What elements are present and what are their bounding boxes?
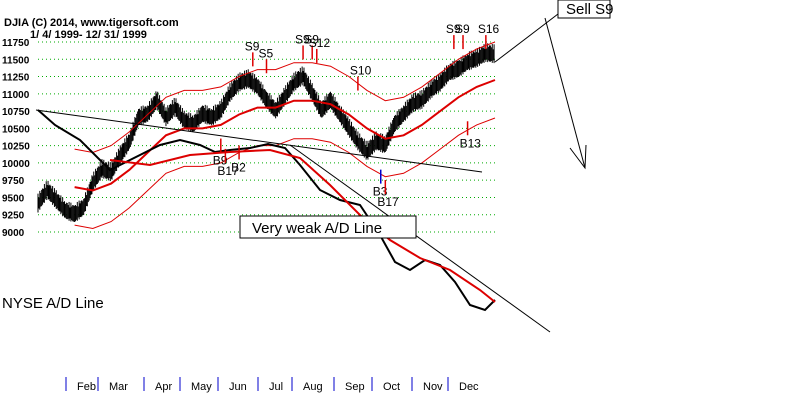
- sell-arrow-line: [544, 17, 586, 169]
- trendline-1: [35, 109, 483, 173]
- month-label: Oct: [383, 381, 400, 393]
- y-tick-label: 10750: [2, 107, 30, 118]
- month-label: Apr: [155, 381, 172, 393]
- y-tick-label: 11750: [2, 38, 30, 49]
- signal-label: B17: [377, 195, 399, 209]
- chart-header-line1: DJIA (C) 2014, www.tigersoft.com: [4, 17, 179, 29]
- y-tick-label: 11500: [2, 55, 30, 66]
- signal-label: S12: [309, 36, 331, 50]
- month-label: Sep: [345, 381, 365, 393]
- moving-average-line: [74, 41, 496, 230]
- trendline-2: [289, 144, 551, 333]
- ad-moving-average: [109, 148, 496, 303]
- y-tick-label: 10500: [2, 124, 30, 135]
- month-label: Jul: [269, 381, 283, 393]
- month-label: Nov: [423, 381, 443, 393]
- signal-label: B3: [373, 185, 388, 199]
- ad-line-path: [37, 109, 496, 312]
- month-axis: Feb Mar Apr May Jun Jul Aug Sep Oct Nov Dec: [65, 377, 479, 393]
- signal-label: S9: [245, 39, 260, 53]
- signal-label: S16: [478, 22, 500, 36]
- signal-label: S9: [304, 32, 319, 46]
- month-label: Aug: [303, 381, 323, 393]
- y-tick-label: 9500: [2, 193, 25, 204]
- month-label: Mar: [109, 381, 128, 393]
- ad-note-label: Very weak A/D Line: [252, 220, 382, 237]
- sell-s9-label: Sell S9: [566, 1, 614, 18]
- upper-band: [74, 41, 496, 154]
- y-tick-label: 11000: [2, 90, 30, 101]
- y-tick-label: 10250: [2, 142, 30, 153]
- y-tick-label: 9250: [2, 211, 25, 222]
- signal-label: B2: [231, 160, 246, 174]
- lower-band: [74, 117, 496, 230]
- signal-label: S5: [259, 46, 274, 60]
- sell-s9-box: [557, 0, 611, 19]
- signal-label: B9: [213, 154, 228, 168]
- month-label: Dec: [459, 381, 479, 393]
- trendline-sell: [494, 13, 559, 63]
- ad-ma-path: [109, 148, 496, 303]
- y-tick-label: 10000: [2, 159, 30, 170]
- month-label: Jun: [229, 381, 247, 393]
- signal-label: S9: [295, 32, 310, 46]
- y-tick-label: 9000: [2, 228, 25, 239]
- signal-label: S9: [455, 22, 470, 36]
- moving-average: [74, 79, 496, 192]
- signal-label: S10: [350, 64, 372, 78]
- y-tick-label: 9750: [2, 176, 25, 187]
- sell-arrow-head: [569, 144, 587, 170]
- signal-label: B17: [217, 164, 239, 178]
- y-tick-label: 11250: [2, 73, 30, 84]
- ad-line-label: NYSE A/D Line: [2, 295, 104, 312]
- ad-note-box: [239, 215, 417, 239]
- month-label: May: [191, 381, 212, 393]
- chart-header-line2: 1/ 4/ 1999- 12/ 31/ 1999: [30, 29, 147, 41]
- ad-line: [37, 109, 496, 312]
- signal-label: B13: [460, 136, 482, 150]
- signal-label: S9: [446, 22, 461, 36]
- y-axis-tick-labels: 9000 9250 9500 9750 10000 10250 10500 10750 1100…: [2, 38, 30, 239]
- month-label: Feb: [77, 381, 96, 393]
